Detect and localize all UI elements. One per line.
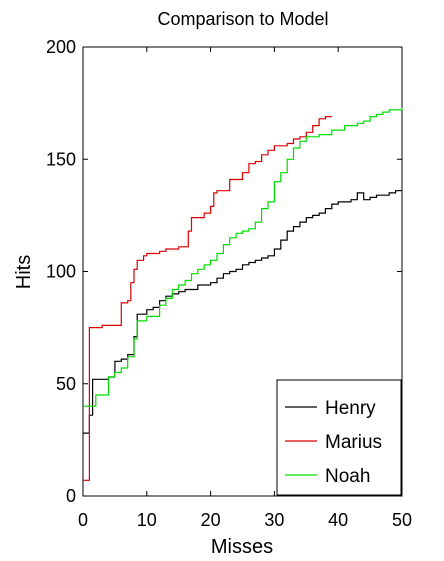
- x-tick-label: 40: [328, 510, 348, 530]
- x-tick-label: 10: [137, 510, 157, 530]
- x-axis-label: Misses: [211, 536, 273, 556]
- legend-label-henry: Henry: [325, 398, 376, 419]
- x-tick-label: 30: [264, 510, 284, 530]
- x-tick-label: 20: [201, 510, 221, 530]
- y-tick-label: 200: [46, 37, 76, 57]
- x-tick-label: 0: [78, 510, 88, 530]
- legend-label-noah: Noah: [325, 466, 370, 487]
- series-line-noah: [83, 107, 403, 407]
- y-tick-label: 100: [46, 262, 76, 282]
- y-tick-label: 150: [46, 149, 76, 169]
- legend-box: [276, 379, 402, 496]
- legend-label-marius: Marius: [325, 432, 382, 453]
- y-tick-label: 0: [66, 486, 76, 506]
- legend: Henry Marius Noah: [276, 379, 402, 496]
- y-tick-label: 50: [56, 374, 76, 394]
- ticks-layer: 0 10 20 30 40 50 0 50 100 150 200: [46, 37, 412, 530]
- series-line-marius: [83, 116, 332, 481]
- chart-title: Comparison to Model: [157, 9, 328, 29]
- x-tick-label: 50: [392, 510, 412, 530]
- y-axis-label: Hits: [13, 255, 35, 289]
- series-layer: [83, 107, 403, 481]
